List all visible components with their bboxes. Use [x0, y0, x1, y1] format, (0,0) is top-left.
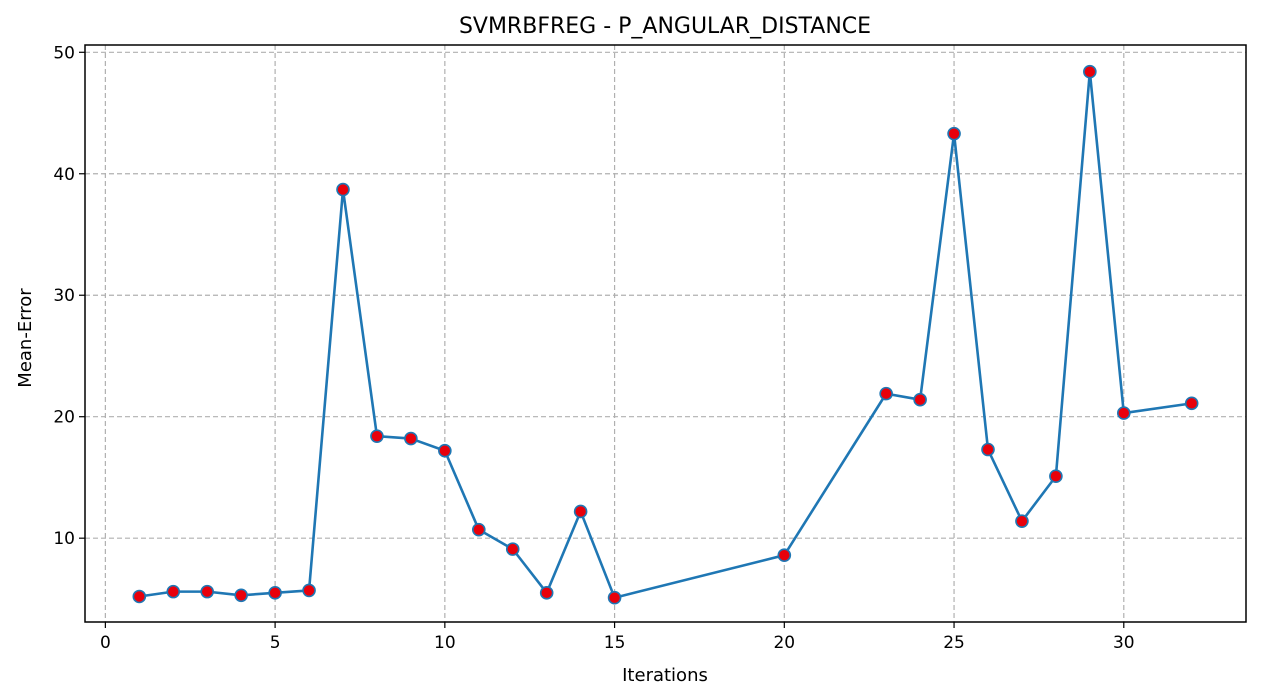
data-point — [777, 548, 792, 562]
grid — [85, 45, 1246, 622]
data-point — [268, 586, 282, 600]
data-point — [1116, 406, 1131, 420]
data-point — [234, 588, 248, 603]
x-axis-label: Iterations — [622, 665, 708, 686]
data-point — [336, 182, 350, 197]
data-point — [913, 392, 927, 407]
x-tick-label: 5 — [270, 633, 281, 653]
x-tick-label: 0 — [100, 633, 111, 653]
x-tick-label: 10 — [434, 633, 456, 653]
data-point — [471, 522, 486, 537]
data-point — [539, 586, 554, 600]
data-point — [166, 584, 181, 599]
data-point — [947, 126, 961, 141]
y-axis-label: Mean-Error — [15, 288, 36, 388]
data-point — [607, 590, 622, 605]
data-point — [1015, 514, 1029, 528]
y-tick-label: 20 — [53, 408, 75, 428]
data-point — [1184, 396, 1199, 411]
y-tick-label: 50 — [53, 43, 75, 63]
data-point — [132, 589, 147, 604]
chart-title: SVMRBFREG - P_ANGULAR_DISTANCE — [459, 14, 871, 39]
data-point — [438, 443, 452, 458]
plot-frame — [84, 44, 1247, 623]
x-tick-label: 15 — [604, 633, 626, 653]
data-point — [200, 584, 215, 599]
data-point — [370, 429, 384, 443]
x-tick-label: 30 — [1113, 633, 1135, 653]
data-point — [981, 442, 995, 457]
data-point — [879, 386, 893, 401]
ticks: 0 5 10 15 20 25 30 10 20 30 40 50 — [53, 43, 1134, 653]
data-point — [1083, 64, 1097, 79]
y-tick-label: 10 — [53, 529, 75, 549]
data-point — [404, 431, 418, 446]
points-layer — [132, 64, 1199, 605]
data-point — [573, 504, 588, 519]
data-point — [1049, 469, 1063, 484]
data-point — [505, 542, 520, 556]
y-tick-label: 40 — [53, 165, 75, 185]
data-point — [302, 583, 316, 598]
y-tick-label: 30 — [53, 286, 75, 306]
x-tick-label: 25 — [943, 633, 965, 653]
x-tick-label: 20 — [773, 633, 795, 653]
